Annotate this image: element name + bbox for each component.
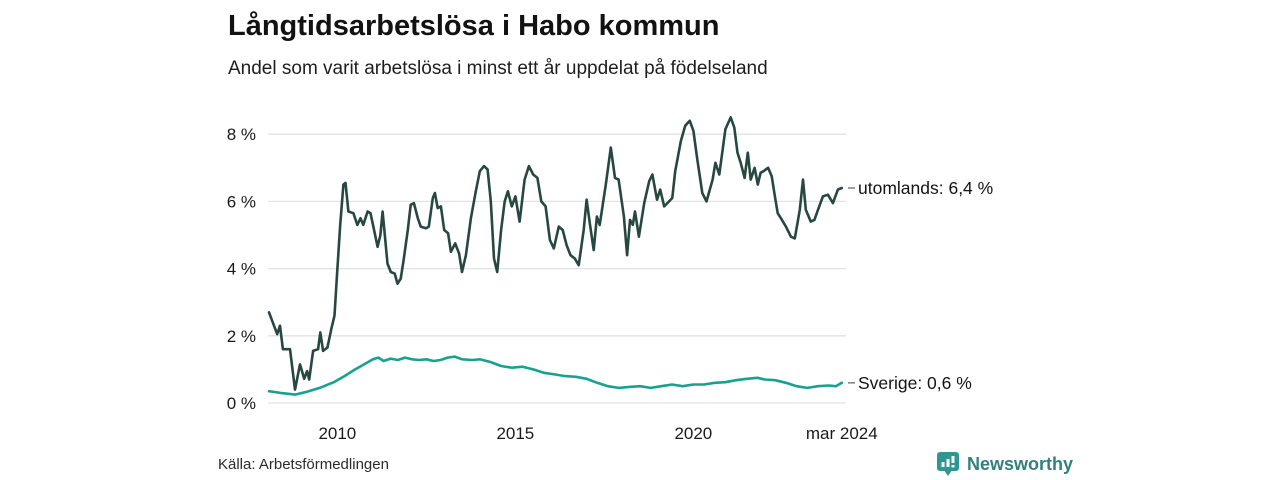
newsworthy-branding: Newsworthy: [936, 451, 1073, 477]
x-tick-label: 2020: [674, 424, 712, 443]
series-end-label-sverige: Sverige: 0,6 %: [858, 373, 972, 393]
y-tick-label: 4 %: [227, 260, 256, 279]
y-tick-label: 0 %: [227, 394, 256, 413]
y-tick-label: 8 %: [227, 125, 256, 144]
chart-subtitle: Andel som varit arbetslösa i minst ett å…: [228, 58, 768, 79]
x-tick-label: 2010: [318, 424, 356, 443]
newsworthy-wordmark: Newsworthy: [967, 453, 1074, 474]
page-title: Långtidsarbetslösa i Habo kommun: [228, 10, 720, 42]
source-note: Källa: Arbetsförmedlingen: [218, 456, 389, 473]
series-line-utomlands: [267, 116, 844, 391]
series-end-label-utomlands: utomlands: 6,4 %: [858, 178, 993, 198]
x-tick-label: mar 2024: [806, 424, 878, 443]
x-tick-label: 2015: [496, 424, 534, 443]
series-line-sverige: [267, 355, 844, 396]
y-tick-label: 6 %: [227, 192, 256, 211]
bar-chart-speech-bubble-icon: [936, 451, 960, 477]
y-tick-label: 2 %: [227, 327, 256, 346]
